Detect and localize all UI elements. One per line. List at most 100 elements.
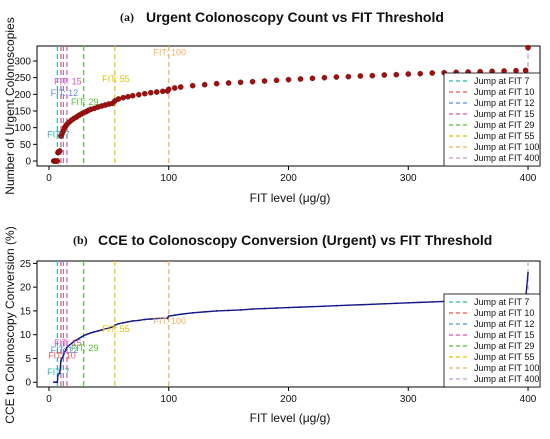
legend-entry-fit-12: Jump at FIT 12 xyxy=(474,98,534,108)
x-tick-label: 400 xyxy=(520,173,537,184)
annotation-fit-55: FIT: 55 xyxy=(102,324,130,334)
data-point-47 xyxy=(239,309,242,311)
y-tick-label: 250 xyxy=(14,73,31,84)
annotation-fit-10: FIT: 10 xyxy=(48,350,76,360)
y-tick-label: 10 xyxy=(20,330,32,341)
annotation-fit-55: FIT: 55 xyxy=(102,74,130,84)
data-point-54 xyxy=(321,74,328,81)
data-point-53 xyxy=(311,305,314,308)
data-point-14 xyxy=(70,342,73,345)
data-point-7 xyxy=(60,359,62,362)
data-point-60 xyxy=(395,302,398,305)
panel-b-x-label: FIT level (μg/g) xyxy=(250,411,331,425)
y-tick-label: 100 xyxy=(14,123,31,134)
data-point-43 xyxy=(191,311,194,314)
x-tick-label: 100 xyxy=(160,394,177,405)
data-point-33 xyxy=(130,92,136,99)
legend-entry-fit-7: Jump at FIT 7 xyxy=(474,297,529,307)
data-point-40 xyxy=(165,86,172,93)
x-tick-label: 300 xyxy=(400,394,417,405)
annotation-fit-12: FIT: 12 xyxy=(51,345,79,355)
panel-b-legend-box xyxy=(443,293,541,388)
y-tick-label: 15 xyxy=(20,306,32,317)
data-point-22 xyxy=(89,331,92,334)
data-point-3 xyxy=(56,381,59,384)
data-point-47 xyxy=(237,79,244,86)
data-point-39 xyxy=(166,317,169,319)
y-tick-label: 5 xyxy=(25,354,31,365)
data-point-63 xyxy=(429,70,436,76)
legend-entry-fit-10: Jump at FIT 10 xyxy=(474,308,534,318)
legend-entry-fit-400: Jump at FIT 400 xyxy=(474,374,539,384)
legend-entry-fit-55: Jump at FIT 55 xyxy=(474,131,534,141)
annotation-fit-12: FIT: 12 xyxy=(51,88,79,98)
data-point-25 xyxy=(100,329,103,331)
legend-entry-fit-29: Jump at FIT 29 xyxy=(474,120,534,130)
data-point-54 xyxy=(323,305,326,308)
data-point-36 xyxy=(147,89,154,96)
legend-entry-fit-100: Jump at FIT 100 xyxy=(474,363,539,373)
annotation-fit-29: FIT: 29 xyxy=(71,97,99,107)
data-point-29 xyxy=(113,324,116,327)
data-point-36 xyxy=(149,318,152,320)
annotation-fit-29: FIT: 29 xyxy=(71,343,99,353)
panel-a-y-label: Number of Urgent Colonoscopies xyxy=(3,17,17,194)
legend-entry-fit-15: Jump at FIT 15 xyxy=(474,109,534,119)
panel-b-title: CCE to Colonoscopy Conversion (Urgent) v… xyxy=(98,232,492,248)
data-point-61 xyxy=(405,71,412,77)
data-point-11 xyxy=(64,349,67,351)
data-point-6 xyxy=(58,372,61,375)
y-tick-label: 50 xyxy=(20,140,32,151)
data-point-46 xyxy=(227,309,230,312)
legend-entry-fit-55: Jump at FIT 55 xyxy=(474,352,534,362)
data-point-28 xyxy=(111,326,114,328)
data-point-38 xyxy=(159,88,166,95)
data-point-50 xyxy=(275,307,278,309)
data-point-71 xyxy=(522,67,529,74)
x-tick-label: 200 xyxy=(280,394,297,405)
data-point-3 xyxy=(54,158,61,164)
data-point-45 xyxy=(213,80,220,87)
data-point-44 xyxy=(203,310,206,313)
data-point-31 xyxy=(120,94,127,101)
data-point-57 xyxy=(357,73,364,79)
annotation-fit-15: FIT: 15 xyxy=(54,76,82,86)
data-point-45 xyxy=(215,310,218,312)
data-point-33 xyxy=(131,320,134,322)
panel-a-x-axis: 0 100 200 300 400 xyxy=(46,166,537,184)
data-point-58 xyxy=(369,72,376,79)
panel-a: (a) Urgent Colonoscopy Count vs FIT Thre… xyxy=(3,9,541,205)
data-point-56 xyxy=(345,73,352,80)
data-point-18 xyxy=(80,336,83,338)
panel-b-tag: (b) xyxy=(73,233,88,247)
data-point-34 xyxy=(135,91,142,98)
data-point-23 xyxy=(93,330,96,333)
data-point-38 xyxy=(161,317,164,319)
panel-a-legend-box xyxy=(443,72,541,167)
data-point-10 xyxy=(63,351,66,354)
y-tick-label: 150 xyxy=(14,107,31,118)
data-point-41 xyxy=(171,85,178,91)
data-point-59 xyxy=(381,72,388,78)
data-point-6 xyxy=(56,148,63,154)
annotation-fit-7: FIT: 7 xyxy=(47,130,70,140)
data-point-32 xyxy=(127,320,129,323)
panel-b-threshold-lines xyxy=(56,261,529,387)
data-point-59 xyxy=(383,302,386,305)
data-point-63 xyxy=(431,300,434,303)
x-tick-label: 0 xyxy=(46,173,52,184)
data-point-34 xyxy=(137,319,140,322)
data-point-58 xyxy=(371,303,374,306)
data-point-21 xyxy=(87,332,90,335)
data-point-12 xyxy=(66,346,68,349)
data-point-19 xyxy=(82,334,85,337)
data-point-72 xyxy=(525,44,531,51)
data-point-48 xyxy=(251,308,254,310)
legend-entry-fit-10: Jump at FIT 10 xyxy=(474,87,534,97)
data-point-52 xyxy=(299,306,302,309)
data-point-60 xyxy=(393,71,400,78)
data-point-32 xyxy=(125,93,131,100)
panel-b: (b) CCE to Colonoscopy Conversion (Urgen… xyxy=(3,226,541,425)
data-point-42 xyxy=(179,313,182,316)
